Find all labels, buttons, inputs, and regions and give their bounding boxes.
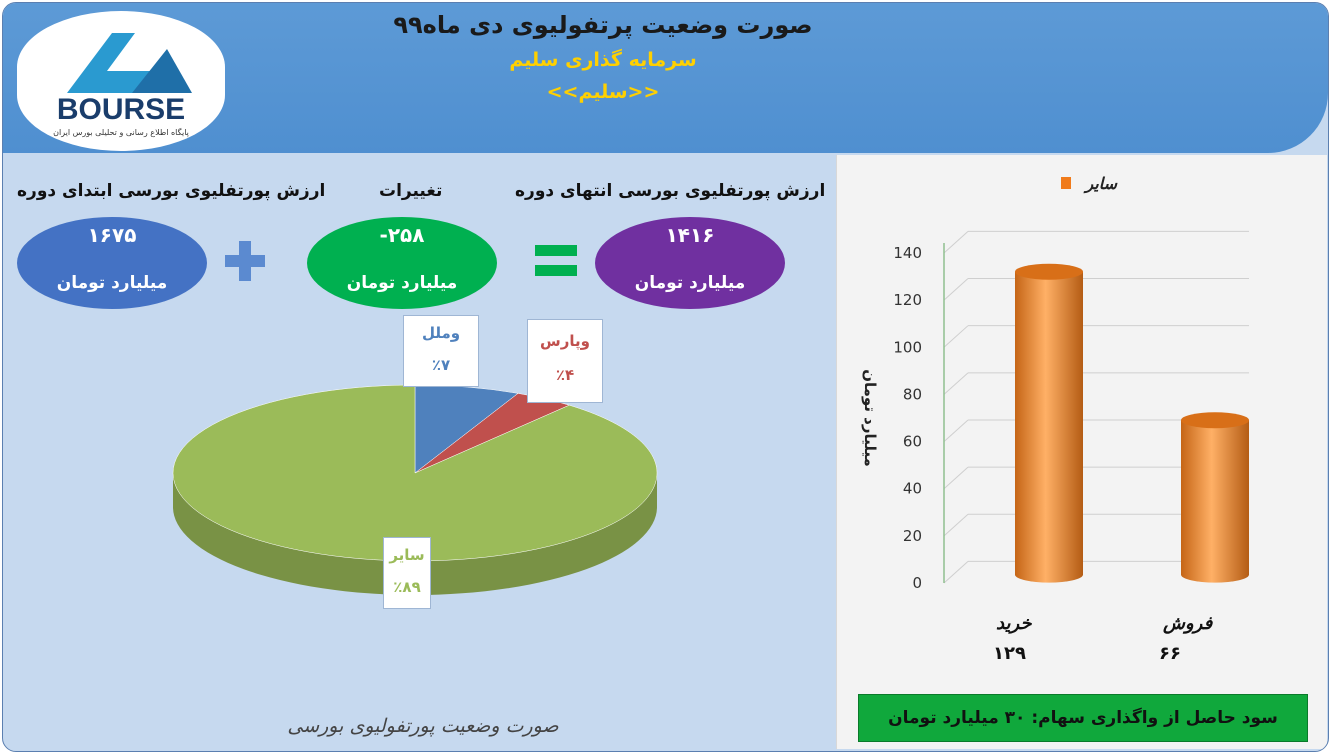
ytick-7: 140 bbox=[893, 244, 922, 262]
gridline-depth-4 bbox=[943, 372, 969, 395]
end-value-unit: میلیارد تومان bbox=[634, 273, 746, 293]
pie-chart bbox=[172, 384, 658, 595]
change-unit: میلیارد تومان bbox=[346, 273, 458, 293]
change-number: -۲۵۸ bbox=[379, 223, 425, 247]
bar-chart: سایر 0 20 40 60 80 100 120 140 میلیارد تومان bbox=[861, 174, 1249, 592]
pie-label-vapars: وپارس ٪۴ bbox=[527, 319, 603, 403]
gridline-depth-2 bbox=[943, 466, 969, 490]
legend-swatch bbox=[1061, 177, 1071, 189]
gridline-depth-1 bbox=[943, 513, 969, 537]
bar-category-kharid: خرید bbox=[996, 613, 1032, 634]
pie-label-vamellat: وملل ٪۷ bbox=[403, 315, 479, 387]
equals-icon bbox=[533, 241, 579, 285]
gridline-depth-3 bbox=[943, 419, 969, 442]
pie-side bbox=[173, 473, 657, 595]
y-axis-label: میلیارد تومان bbox=[861, 369, 879, 467]
gridline-depth-7 bbox=[943, 231, 969, 254]
start-value-label: ارزش پورتفلیوی بورسی ابتدای دوره bbox=[17, 181, 326, 201]
ytick-5: 100 bbox=[893, 338, 922, 356]
bar-0 bbox=[1015, 271, 1083, 583]
logo-text: BOURSE bbox=[57, 93, 185, 126]
pie-chart-title: صورت وضعیت پورتفولیوی بورسی bbox=[287, 715, 559, 737]
legend-label: سایر bbox=[1082, 174, 1117, 194]
pie-label-vapars-name: وپارس bbox=[540, 332, 590, 350]
ytick-2: 40 bbox=[903, 480, 922, 498]
bar-value-kharid: ۱۲۹ bbox=[993, 643, 1026, 664]
end-value-ellipse: ۱۴۱۶ میلیارد تومان bbox=[595, 217, 785, 309]
ytick-3: 60 bbox=[903, 433, 922, 451]
start-value-number: ۱۶۷۵ bbox=[87, 223, 137, 247]
bar-cap-0 bbox=[1015, 263, 1083, 280]
start-value-ellipse: ۱۶۷۵ میلیارد تومان bbox=[17, 217, 207, 309]
ytick-4: 80 bbox=[903, 385, 922, 403]
pie-label-sayer-value: ٪۸۹ bbox=[393, 578, 421, 596]
header-banner: BOURSE پایگاه اطلاع رسانی و تحلیلی بورس … bbox=[3, 3, 1328, 153]
bar-chart-panel: سایر 0 20 40 60 80 100 120 140 میلیارد تومان bbox=[836, 155, 1327, 749]
end-value-label: ارزش پورتفلیوی بورسی انتهای دوره bbox=[515, 181, 826, 201]
pie-label-vapars-value: ٪۴ bbox=[555, 366, 575, 384]
bar-1 bbox=[1181, 420, 1249, 583]
company-symbol: <<سلیم>> bbox=[546, 81, 660, 103]
ytick-0: 0 bbox=[912, 574, 922, 592]
page-title: صورت وضعیت پرتفولیوی دی ماه۹۹ bbox=[393, 11, 813, 39]
end-value-number: ۱۴۱۶ bbox=[665, 223, 715, 247]
pie-slice-2 bbox=[172, 384, 658, 562]
gridline-depth-0 bbox=[943, 561, 969, 584]
company-name: سرمایه گذاری سلیم bbox=[509, 49, 697, 71]
start-value-unit: میلیارد تومان bbox=[56, 273, 168, 293]
bar-cap-1 bbox=[1181, 412, 1249, 429]
logo-caption: پایگاه اطلاع رسانی و تحلیلی بورس ایران bbox=[53, 127, 189, 137]
pie-label-sayer-name: سایر bbox=[389, 546, 425, 564]
logo-graphic: BOURSE پایگاه اطلاع رسانی و تحلیلی بورس … bbox=[53, 33, 192, 137]
pie-label-vamellat-name: وملل bbox=[421, 324, 461, 342]
bar-category-forush: فروش bbox=[1163, 613, 1213, 634]
change-ellipse: -۲۵۸ میلیارد تومان bbox=[307, 217, 497, 309]
profit-box: سود حاصل از واگذاری سهام: ۳۰ میلیارد توم… bbox=[858, 694, 1308, 742]
pie-label-sayer: سایر ٪۸۹ bbox=[383, 537, 431, 609]
ytick-1: 20 bbox=[903, 527, 922, 545]
gridline-depth-5 bbox=[943, 325, 969, 348]
plus-icon bbox=[223, 239, 267, 287]
pie-label-vamellat-value: ٪۷ bbox=[431, 356, 451, 374]
ytick-6: 120 bbox=[893, 291, 922, 309]
gridline-depth-6 bbox=[943, 278, 969, 301]
bourse-logo: BOURSE پایگاه اطلاع رسانی و تحلیلی بورس … bbox=[17, 11, 225, 151]
change-label: تغییرات bbox=[379, 181, 443, 201]
bar-value-forush: ۶۶ bbox=[1159, 643, 1181, 664]
